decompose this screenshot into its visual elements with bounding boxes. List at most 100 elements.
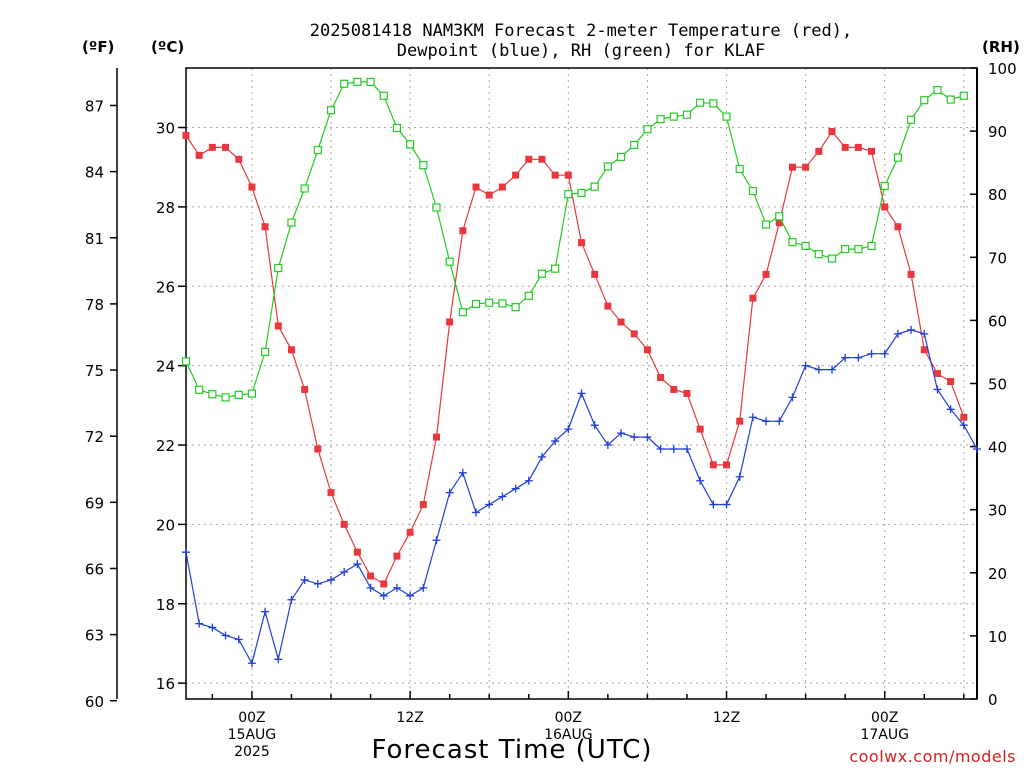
temperature-point xyxy=(380,580,388,588)
temperature-point xyxy=(261,223,269,231)
temperature-point xyxy=(208,143,216,151)
temperature-point xyxy=(498,183,506,191)
rh-point xyxy=(234,390,243,399)
rh-point xyxy=(300,184,309,193)
rh-tick-label: 70 xyxy=(988,249,1007,267)
temperature-point xyxy=(736,417,744,425)
temperature-point xyxy=(591,270,599,278)
temperature-point xyxy=(432,433,440,441)
temperature-point xyxy=(643,346,651,354)
dewpoint-point xyxy=(880,349,889,358)
dewpoint-point xyxy=(287,595,296,604)
dewpoint-point xyxy=(669,444,678,453)
x-tick-label: 16AUG xyxy=(544,727,593,743)
temperature-point xyxy=(762,270,770,278)
rh-tick-label: 80 xyxy=(988,186,1007,204)
rh-point xyxy=(775,212,784,221)
rh-point xyxy=(419,161,428,170)
rh-point xyxy=(261,347,270,357)
rh-tick-label: 60 xyxy=(988,312,1007,330)
rh-point xyxy=(577,188,586,198)
dewpoint-point xyxy=(656,444,665,453)
rh-point xyxy=(814,250,823,259)
fahrenheit-tick-label: 75 xyxy=(85,362,104,380)
dewpoint-point xyxy=(603,441,612,450)
dewpoint-line xyxy=(185,329,978,665)
temperature-point xyxy=(274,322,282,330)
dewpoint-point xyxy=(946,405,955,414)
temperature-point xyxy=(538,155,546,163)
dewpoint-point xyxy=(590,421,599,430)
dewpoint-point xyxy=(366,583,375,592)
temperature-point xyxy=(301,385,309,393)
temperature-point xyxy=(683,389,691,397)
dewpoint-point xyxy=(313,579,322,588)
rh-point xyxy=(906,115,916,124)
dewpoint-point xyxy=(867,349,876,358)
temperature-point xyxy=(367,572,375,580)
rh-point xyxy=(696,98,705,107)
rh-point xyxy=(353,77,362,86)
rh-tick-label: 50 xyxy=(988,376,1007,394)
rh-point xyxy=(643,125,652,134)
rh-point xyxy=(432,203,441,212)
celsius-tick-label: 22 xyxy=(156,437,175,455)
temperature-point xyxy=(749,294,757,302)
rh-point xyxy=(893,153,903,162)
dewpoint-point xyxy=(353,560,362,569)
dewpoint-point xyxy=(247,659,256,668)
temperature-point xyxy=(920,346,928,354)
rh-unit-label: (RH) xyxy=(982,38,1020,56)
temperature-point xyxy=(709,461,717,469)
dewpoint-point xyxy=(973,444,981,453)
temperature-point xyxy=(393,552,401,560)
temperature-point xyxy=(340,520,348,528)
rh-point xyxy=(959,91,968,100)
dewpoint-point xyxy=(893,329,902,338)
dewpoint-point xyxy=(827,365,836,374)
dewpoint-point xyxy=(195,619,204,628)
temperature-point xyxy=(314,445,322,453)
fahrenheit-unit-label: (ºF) xyxy=(82,38,114,56)
temperature-point xyxy=(564,171,572,179)
temperature-point xyxy=(657,374,665,382)
dewpoint-point xyxy=(551,437,560,446)
temperature-point xyxy=(182,131,190,139)
chart-title-line-1: 2025081418 NAM3KM Forecast 2-meter Tempe… xyxy=(310,21,852,41)
rh-point xyxy=(722,112,731,121)
rh-point xyxy=(392,123,402,133)
rh-point xyxy=(537,269,547,278)
dewpoint-point xyxy=(735,472,744,481)
celsius-tick-label: 24 xyxy=(156,358,175,376)
celsius-tick-label: 16 xyxy=(156,675,175,693)
dewpoint-point xyxy=(300,575,309,584)
rh-point xyxy=(880,181,889,191)
dewpoint-point xyxy=(406,591,415,600)
text-layer: 2025081418 NAM3KM Forecast 2-meter Tempe… xyxy=(82,21,1020,766)
x-tick-label: 00Z xyxy=(871,710,898,726)
dewpoint-point xyxy=(340,568,349,577)
dewpoint-point xyxy=(432,536,441,545)
dewpoint-point xyxy=(445,488,454,497)
temperature-point xyxy=(353,548,361,556)
dewpoint-point xyxy=(617,429,626,438)
rh-point xyxy=(326,106,336,115)
dewpoint-point xyxy=(564,425,573,434)
rh-point xyxy=(340,79,349,88)
rh-point xyxy=(630,140,639,150)
rh-point xyxy=(748,186,757,196)
x-tick-label: 15AUG xyxy=(228,727,277,743)
rh-point xyxy=(485,298,494,307)
dewpoint-point xyxy=(392,583,401,592)
dewpoint-point xyxy=(630,433,639,442)
rh-point xyxy=(603,162,612,171)
dewpoint-point xyxy=(643,433,652,442)
dewpoint-point xyxy=(577,389,586,398)
dewpoint-point xyxy=(709,500,718,509)
dewpoint-point xyxy=(498,492,507,501)
rh-point xyxy=(920,96,929,105)
rh-point xyxy=(735,164,744,174)
dewpoint-point xyxy=(696,476,705,485)
celsius-tick-label: 18 xyxy=(156,596,175,614)
temperature-point xyxy=(788,163,796,171)
